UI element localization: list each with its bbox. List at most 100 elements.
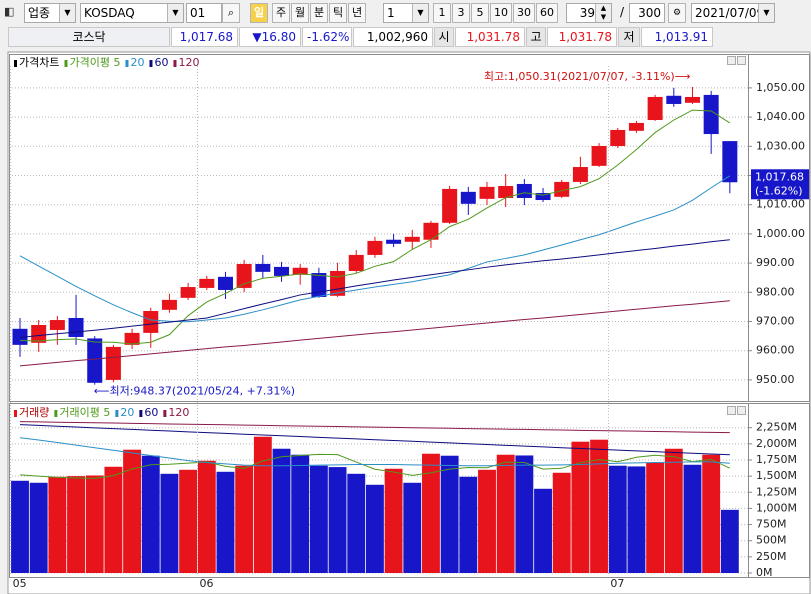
- candle-body: [236, 263, 252, 288]
- quote-rate: -1.62%: [302, 27, 352, 47]
- sub-code-input[interactable]: 01: [186, 3, 222, 23]
- candle-body: [124, 332, 140, 345]
- total-text: 300: [638, 6, 661, 20]
- y-tick-label: 1,000M: [756, 501, 797, 514]
- price-panel-frame: [9, 54, 810, 402]
- settings-button[interactable]: ⚙: [668, 3, 686, 23]
- legend-label: 가격이평 5: [69, 56, 120, 69]
- volume-bar: [534, 488, 552, 573]
- y-tick-label: 750M: [756, 518, 787, 531]
- moving-average-line: [19, 424, 730, 456]
- volume-bar: [384, 468, 403, 573]
- moving-average-line: [19, 175, 731, 323]
- code-text: KOSDAQ: [84, 6, 135, 20]
- sub-code-text: 01: [190, 6, 206, 20]
- legend-marker: [149, 60, 153, 67]
- legend-label: 60: [144, 406, 158, 419]
- period-button[interactable]: 틱: [329, 3, 347, 23]
- volume-bar: [702, 454, 721, 573]
- y-tick-label: 960.00: [756, 344, 795, 357]
- volume-bar: [627, 466, 646, 573]
- date-select[interactable]: 2021/07/09 ▼: [691, 3, 775, 23]
- x-tick-label: 05: [13, 577, 27, 590]
- candle-body: [684, 96, 700, 103]
- candle-body: [87, 338, 103, 383]
- legend-marker: [115, 410, 119, 417]
- dropdown-arrow[interactable]: ▼: [167, 4, 183, 22]
- volume-bar: [646, 462, 665, 573]
- quote-low-label: 저: [618, 27, 640, 47]
- legend-label: 120: [178, 56, 199, 69]
- period-button[interactable]: 년: [348, 3, 366, 23]
- interval-button[interactable]: 1: [433, 3, 451, 23]
- candle-body: [628, 122, 644, 131]
- y-tick-label: 950.00: [756, 373, 795, 386]
- candle-body: [161, 299, 177, 310]
- count-input[interactable]: 39 ▲ ▼: [566, 3, 612, 23]
- volume-bar: [48, 476, 67, 573]
- dropdown-arrow[interactable]: ▼: [758, 4, 774, 22]
- candle-body: [311, 273, 327, 297]
- interval-button[interactable]: 10: [490, 3, 512, 23]
- separator: /: [619, 5, 625, 19]
- period-button[interactable]: 월: [291, 3, 309, 23]
- volume-bar: [459, 476, 478, 573]
- interval-button[interactable]: 60: [536, 3, 558, 23]
- quote-low: 1,013.91: [641, 27, 713, 47]
- y-tick-label: 0M: [756, 566, 773, 579]
- market-text: 업종: [28, 6, 51, 20]
- volume-bar: [478, 469, 496, 573]
- volume-bar: [291, 454, 310, 573]
- y-tick-label: 1,250M: [756, 485, 797, 498]
- candle-body: [535, 193, 551, 201]
- dropdown-arrow[interactable]: ▼: [59, 4, 75, 22]
- interval-button[interactable]: 3: [452, 3, 470, 23]
- period-button[interactable]: 분: [310, 3, 328, 23]
- menu-icon[interactable]: ◧: [4, 5, 15, 18]
- legend-label: 60: [154, 56, 168, 69]
- volume-bar: [179, 469, 198, 573]
- y-tick-label: 1,030.00: [756, 139, 805, 152]
- legend-marker: [139, 410, 143, 417]
- period-button[interactable]: 주: [272, 3, 290, 23]
- candle-body: [516, 183, 532, 198]
- period-button[interactable]: 일: [250, 3, 268, 23]
- moving-average-line: [19, 300, 730, 367]
- volume-bar: [328, 467, 347, 573]
- moving-average-line: [19, 421, 730, 434]
- spinner[interactable]: ▲ ▼: [595, 4, 611, 22]
- panel-button[interactable]: [737, 406, 746, 415]
- volume-bar: [608, 465, 627, 573]
- volume-bar: [347, 473, 366, 573]
- current-price-box: [751, 169, 809, 200]
- y-tick-label: 2,250M: [756, 421, 797, 434]
- volume-bar: [104, 466, 123, 573]
- interval-button[interactable]: 5: [471, 3, 489, 23]
- quote-high: 1,031.78: [547, 27, 617, 47]
- panel-button[interactable]: [727, 56, 736, 65]
- candle-body: [404, 236, 420, 242]
- candle-body: [199, 278, 215, 288]
- volume-bar: [664, 448, 683, 573]
- candle-body: [591, 146, 607, 166]
- candle-body: [647, 96, 663, 121]
- panel-button[interactable]: [727, 406, 736, 415]
- search-button[interactable]: ⌕: [222, 3, 240, 23]
- y-tick-label: 990.00: [756, 256, 795, 269]
- quote-name: 코스닥: [8, 27, 170, 47]
- dropdown-arrow[interactable]: ▼: [412, 4, 428, 22]
- unit-select[interactable]: 1 ▼: [383, 3, 429, 23]
- legend-marker: [14, 60, 17, 67]
- market-select[interactable]: 업종 ▼: [24, 3, 76, 23]
- volume-bar: [141, 455, 160, 573]
- low-annotation: ⟵최저:948.37(2021/05/24, +7.31%): [94, 385, 295, 398]
- panel-button[interactable]: [737, 56, 746, 65]
- legend-label: 거래이평 5: [59, 406, 110, 419]
- unit-text: 1: [387, 6, 395, 20]
- y-tick-label: 500M: [756, 534, 787, 547]
- volume-bar: [67, 476, 85, 573]
- interval-button[interactable]: 30: [513, 3, 535, 23]
- code-select[interactable]: KOSDAQ ▼: [80, 3, 184, 23]
- candle-body: [666, 95, 682, 104]
- total-input[interactable]: 300: [629, 3, 665, 23]
